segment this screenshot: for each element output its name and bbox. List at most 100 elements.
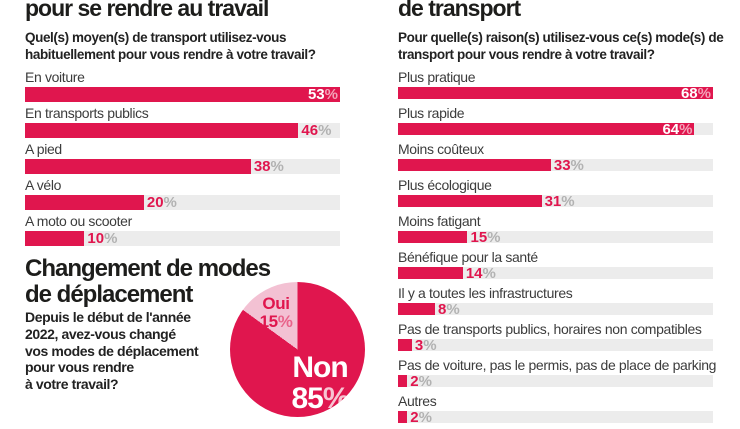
- bar-fill: [398, 195, 542, 207]
- bar-row: Moins fatigant 15%: [398, 213, 713, 246]
- bar-track: 8%: [398, 300, 713, 318]
- bar-value: 31%: [544, 192, 575, 210]
- left-question-line2: habituellement pour vous rendre à votre …: [25, 47, 316, 62]
- bar-track: 2%: [398, 372, 713, 390]
- bar-row: Autres 2%: [398, 393, 713, 426]
- pie-slice-label: Oui: [262, 294, 290, 313]
- bar-row: Bénéfique pour la santé 14%: [398, 249, 713, 282]
- bar-label: En transports publics: [25, 105, 149, 121]
- right-title: de transport: [398, 0, 521, 21]
- bar-fill: [25, 159, 251, 174]
- bar-value: 15%: [470, 228, 501, 246]
- percent-sign: %: [418, 372, 432, 390]
- percent-sign: %: [561, 192, 575, 210]
- change-section-question: Depuis le début de l'année 2022, avez-vo…: [25, 309, 199, 393]
- pie-label-non: Non 85%: [288, 352, 352, 414]
- bar-fill: [398, 123, 695, 135]
- bar-value: 8%: [438, 300, 460, 318]
- pie-slice-value: 15%: [259, 311, 293, 331]
- bar-label: A moto ou scooter: [25, 213, 132, 229]
- bar-label: Bénéfique pour la santé: [398, 249, 538, 265]
- change-title-line1: Changement de modes: [25, 255, 271, 282]
- bar-value: 46%: [301, 122, 332, 139]
- bar-value: 3%: [414, 336, 437, 354]
- percent-sign: %: [570, 156, 584, 174]
- percent-sign: %: [679, 120, 693, 138]
- bar-fill: [25, 123, 299, 138]
- percent-sign: %: [277, 311, 293, 331]
- bar-value: 68%: [680, 84, 711, 102]
- bar-track: 64%: [398, 120, 713, 138]
- right-question-line1: Pour quelle(s) raison(s) utilisez-vous c…: [398, 30, 724, 45]
- pie-label-oui: Oui 15%: [250, 295, 302, 330]
- percent-sign: %: [104, 230, 118, 247]
- bar-fill: [25, 231, 85, 246]
- bar-fill: [398, 267, 463, 279]
- percent-sign: %: [324, 86, 338, 103]
- left-bar-chart: En voiture 53% En transports publics 46%…: [25, 69, 340, 249]
- right-column: de transport Pour quelle(s) raison(s) ut…: [398, 0, 724, 426]
- bar-row: Plus pratique 68%: [398, 69, 713, 102]
- bar-fill: [398, 411, 408, 423]
- bar-track: 3%: [398, 336, 713, 354]
- bar-row: A moto ou scooter 10%: [25, 213, 340, 247]
- change-section-title: Changement de modes de déplacement: [25, 255, 271, 308]
- bar-label: Moins coûteux: [398, 141, 484, 157]
- bar-label: Il y a toutes les infrastructures: [398, 285, 573, 301]
- percent-sign: %: [482, 264, 496, 282]
- bar-track: 10%: [25, 230, 340, 247]
- bar-fill: [398, 339, 412, 351]
- pie-slice-label: Non: [292, 351, 348, 384]
- bar-track: 14%: [398, 264, 713, 282]
- bar-track: 33%: [398, 156, 713, 174]
- bar-label: Autres: [398, 393, 437, 409]
- percent-sign: %: [322, 382, 350, 415]
- bar-track: 53%: [25, 86, 340, 103]
- bar-value: 64%: [662, 120, 693, 138]
- bar-track: 38%: [25, 158, 340, 175]
- bar-value: 53%: [307, 86, 338, 103]
- percent-sign: %: [418, 408, 432, 426]
- right-bar-chart: Plus pratique 68% Plus rapide 64% Moins …: [398, 69, 717, 429]
- bar-label: Pas de voiture, pas le permis, pas de pl…: [398, 357, 717, 373]
- bar-row: A vélo 20%: [25, 177, 340, 211]
- bar-track: 68%: [398, 84, 713, 102]
- bar-row: Plus écologique 31%: [398, 177, 713, 210]
- bar-track: 31%: [398, 192, 713, 210]
- left-title: pour se rendre au travail: [25, 0, 269, 21]
- bar-row: Pas de voiture, pas le permis, pas de pl…: [398, 357, 717, 390]
- bar-value: 10%: [87, 230, 118, 247]
- left-question: Quel(s) moyen(s) de transport utilisez-v…: [25, 29, 355, 63]
- percent-sign: %: [487, 228, 501, 246]
- bar-label: En voiture: [25, 69, 85, 85]
- bar-track: 2%: [398, 408, 713, 426]
- bar-row: Pas de transports publics, horaires non …: [398, 321, 713, 354]
- bar-label: Plus pratique: [398, 69, 476, 85]
- bar-label: Plus rapide: [398, 105, 465, 121]
- bar-value: 14%: [465, 264, 496, 282]
- bar-fill: [398, 375, 408, 387]
- bar-row: En voiture 53%: [25, 69, 340, 103]
- bar-label: Pas de transports publics, horaires non …: [398, 321, 702, 337]
- bar-row: Moins coûteux 33%: [398, 141, 713, 174]
- bar-label: A pied: [25, 141, 62, 157]
- bar-fill: [398, 159, 551, 171]
- bar-fill: [25, 87, 340, 102]
- percent-sign: %: [163, 194, 177, 211]
- pie-chart: Oui 15% Non 85%: [230, 282, 365, 417]
- left-column: pour se rendre au travail Quel(s) moyen(…: [25, 0, 365, 417]
- bar-track: 20%: [25, 194, 340, 211]
- bar-row: Il y a toutes les infrastructures 8%: [398, 285, 713, 318]
- right-question-line2: transport pour vous rendre à votre trava…: [398, 47, 655, 62]
- bar-value: 2%: [410, 408, 432, 426]
- pie-slice-value: 85%: [291, 382, 350, 415]
- bar-value: 38%: [253, 158, 284, 175]
- bar-label: Plus écologique: [398, 177, 492, 193]
- bar-track: 15%: [398, 228, 713, 246]
- percent-sign: %: [423, 336, 437, 354]
- percent-sign: %: [270, 158, 284, 175]
- bar-fill: [398, 231, 468, 243]
- bar-track: 46%: [25, 122, 340, 139]
- bar-row: Plus rapide 64%: [398, 105, 713, 138]
- bar-label: Moins fatigant: [398, 213, 481, 229]
